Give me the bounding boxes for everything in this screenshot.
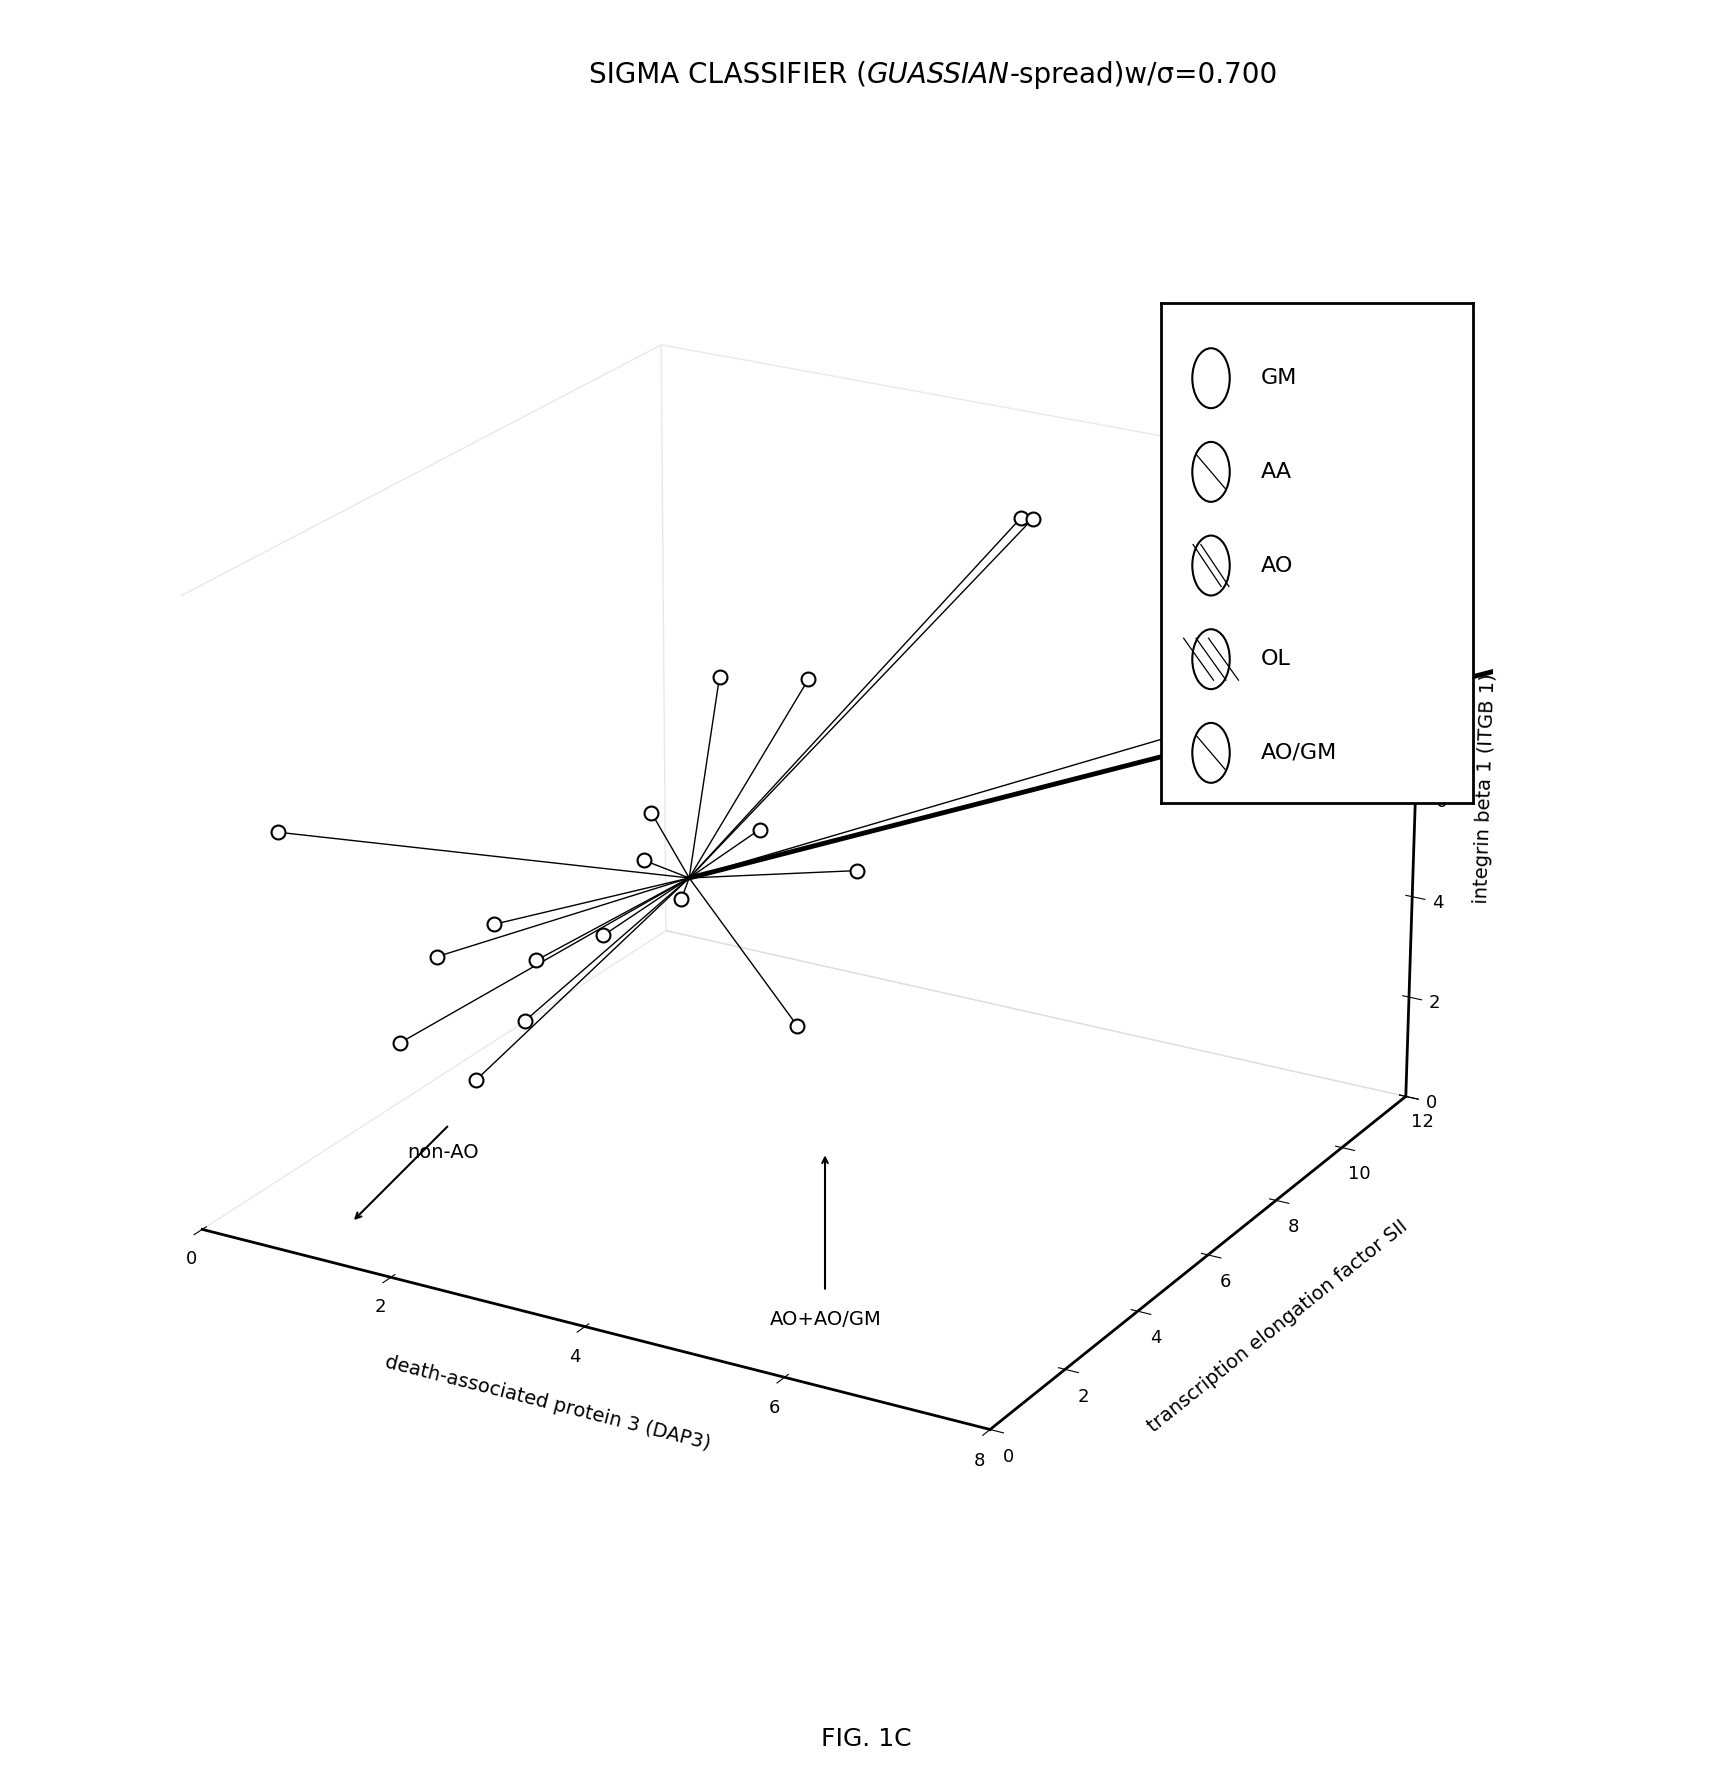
Text: non-AO: non-AO [407, 1144, 480, 1161]
Y-axis label: transcription elongation factor SII: transcription elongation factor SII [1143, 1217, 1412, 1436]
Circle shape [1192, 535, 1230, 596]
Text: AO+AO/GM: AO+AO/GM [769, 1309, 880, 1329]
Text: AA: AA [1261, 462, 1292, 482]
Text: AO: AO [1261, 555, 1292, 576]
Text: FIG. 1C: FIG. 1C [821, 1727, 911, 1752]
Text: GM: GM [1261, 368, 1297, 389]
Circle shape [1192, 442, 1230, 501]
Text: -spread)w/σ=0.700: -spread)w/σ=0.700 [1008, 61, 1276, 89]
Circle shape [1192, 630, 1230, 689]
Circle shape [1192, 723, 1230, 783]
X-axis label: death-associated protein 3 (DAP3): death-associated protein 3 (DAP3) [383, 1352, 712, 1454]
Text: SIGMA CLASSIFIER (: SIGMA CLASSIFIER ( [589, 61, 866, 89]
Circle shape [1192, 348, 1230, 409]
Text: AO/GM: AO/GM [1261, 742, 1337, 764]
Text: OL: OL [1261, 649, 1290, 669]
Text: GUASSIAN: GUASSIAN [866, 61, 1008, 89]
